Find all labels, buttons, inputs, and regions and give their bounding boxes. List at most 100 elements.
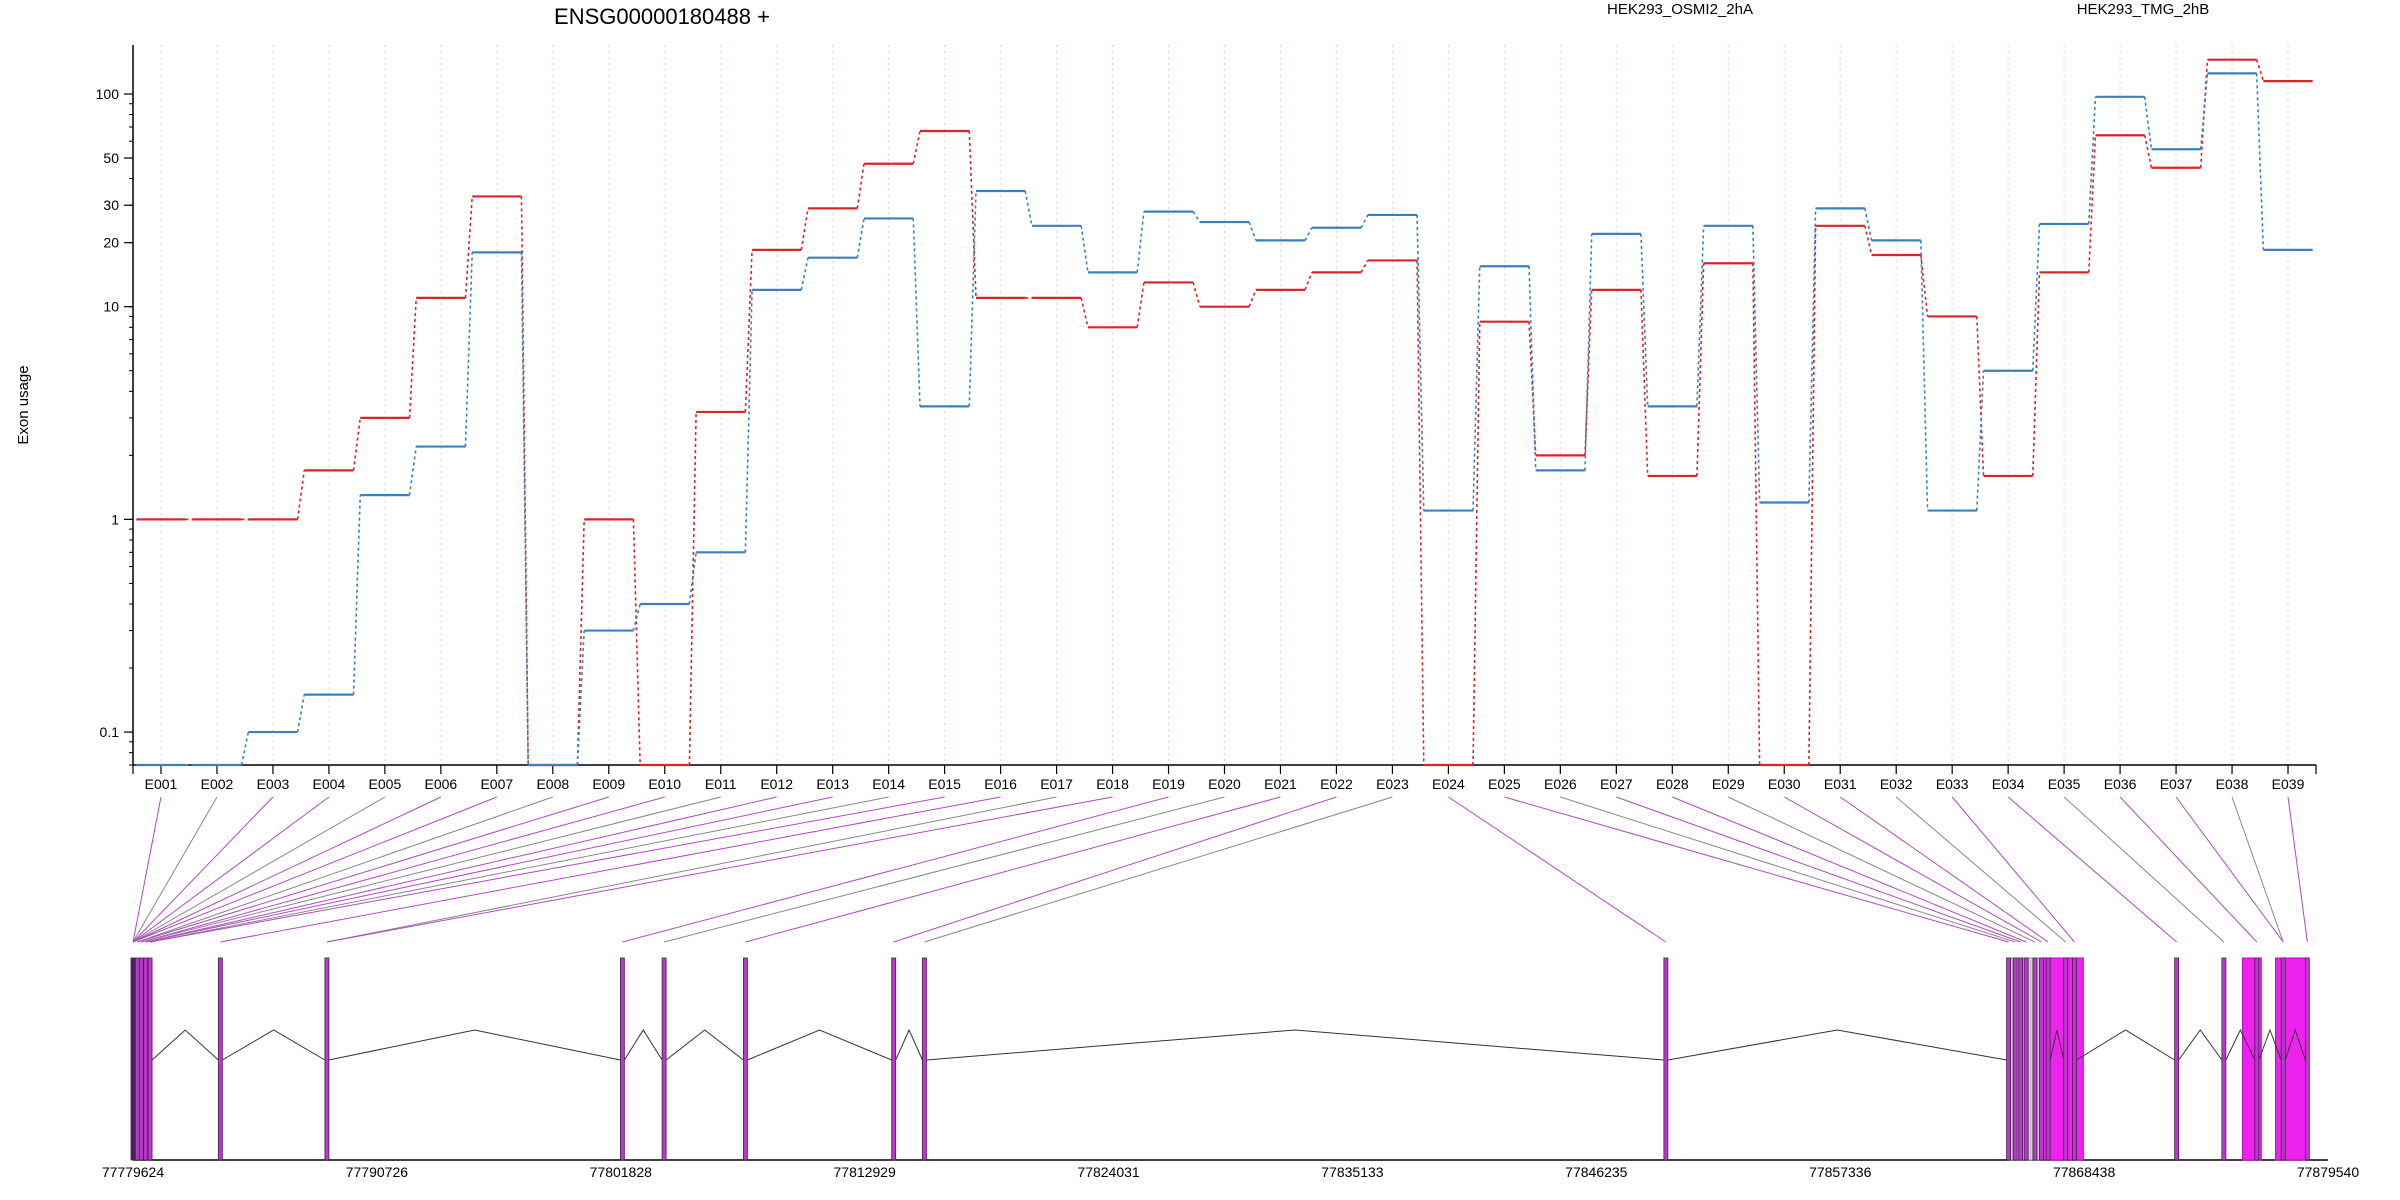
series-2-connector xyxy=(2143,96,2153,150)
series-1-connector xyxy=(1192,282,1201,307)
exon-connector xyxy=(1951,796,2075,943)
series-1-connector xyxy=(1920,254,1929,317)
series-1-connector xyxy=(352,417,362,471)
series-1-connector xyxy=(912,130,921,164)
exon-bar xyxy=(619,957,625,1161)
exon-bar xyxy=(143,957,149,1161)
exon-bar xyxy=(922,957,927,1161)
exon-connector xyxy=(2007,796,2177,943)
genomic-tick-label: 77801828 xyxy=(590,1164,653,1180)
exon-bar xyxy=(2018,957,2024,1161)
exon-label: E010 xyxy=(648,776,681,792)
intron-arc xyxy=(926,1029,1664,1061)
exon-connector xyxy=(1839,796,2049,943)
intron-arc xyxy=(2178,1029,2223,1061)
intron-arc xyxy=(222,1029,326,1061)
series-1-connector xyxy=(1248,289,1257,307)
exon-label: E005 xyxy=(369,776,402,792)
series-2-connector xyxy=(1304,227,1313,241)
chart-title: ENSG00000180488 + xyxy=(554,4,770,29)
y-tick-label: 30 xyxy=(103,197,119,213)
series-2-connector xyxy=(2255,73,2265,250)
exon-label: E023 xyxy=(1376,776,1409,792)
exon-label: E017 xyxy=(1040,776,1073,792)
exon-label: E004 xyxy=(313,776,346,792)
genomic-tick-label: 77824031 xyxy=(1077,1164,1140,1180)
exon-connector xyxy=(132,796,386,943)
exon-bar xyxy=(138,957,144,1161)
series-2-connector xyxy=(408,446,418,496)
genomic-tick-label: 77790726 xyxy=(346,1164,409,1180)
series-2-connector xyxy=(1528,266,1537,471)
exon-label: E037 xyxy=(2160,776,2193,792)
series-1-connector xyxy=(632,519,641,766)
series-2-connector xyxy=(2199,73,2209,150)
series-1-connector xyxy=(1416,260,1425,766)
series-2-connector xyxy=(1136,211,1145,273)
exon-bar xyxy=(2045,957,2051,1161)
exon-label: E013 xyxy=(816,776,849,792)
exon-label: E038 xyxy=(2216,776,2249,792)
exon-connector xyxy=(326,796,1057,943)
exon-label: E007 xyxy=(480,776,513,792)
exon-bar xyxy=(661,957,667,1161)
y-tick-label: 0.1 xyxy=(100,724,120,740)
genomic-tick-label: 77857336 xyxy=(1809,1164,1872,1180)
exon-label: E031 xyxy=(1824,776,1857,792)
series-2-connector xyxy=(1360,214,1369,229)
exon-label: E032 xyxy=(1880,776,1913,792)
series-1-connector xyxy=(968,130,977,298)
exon-connector xyxy=(622,796,1169,943)
exon-label: E014 xyxy=(872,776,905,792)
series-1-connector xyxy=(1472,321,1481,766)
series-1-connector xyxy=(2255,59,2265,82)
exon-label: E033 xyxy=(1936,776,1969,792)
exon-label: E020 xyxy=(1208,776,1241,792)
legend-entry: HEK293_OSMI2_2hA xyxy=(1607,1,1753,18)
exon-connector xyxy=(2175,796,2284,943)
exon-bar xyxy=(130,957,136,1161)
series-1-connector xyxy=(1640,289,1649,476)
series-2-connector xyxy=(912,218,921,407)
exon-connector xyxy=(149,796,889,943)
exon-label: E006 xyxy=(425,776,458,792)
exon-connector xyxy=(2119,796,2258,943)
exon-label: E022 xyxy=(1320,776,1353,792)
series-2-connector xyxy=(1640,233,1649,407)
series-2-connector xyxy=(1864,208,1873,241)
exon-label: E008 xyxy=(536,776,569,792)
intron-arc xyxy=(328,1029,621,1061)
genomic-tick-label: 77812929 xyxy=(834,1164,897,1180)
series-1-connector xyxy=(688,411,697,766)
legend-entry: HEK293_TMG_2hB xyxy=(2077,1,2210,18)
exon-bar xyxy=(1663,957,1669,1161)
exon-connector xyxy=(149,796,945,943)
exon-bar xyxy=(891,957,897,1161)
series-2-connector xyxy=(744,289,753,553)
exon-connector xyxy=(2287,796,2308,943)
exon-bar xyxy=(2063,957,2069,1161)
exon-bar xyxy=(324,957,330,1161)
series-2-connector xyxy=(352,495,362,695)
series-2-connector xyxy=(576,630,585,766)
exon-label: E034 xyxy=(1992,776,2025,792)
intron-arc xyxy=(151,1029,219,1061)
exon-bar xyxy=(2032,957,2038,1161)
intron-arc xyxy=(2284,1028,2306,1061)
exon-bar xyxy=(217,957,223,1161)
exon-bar xyxy=(2174,957,2180,1161)
series-2-connector xyxy=(1976,370,1985,511)
genomic-tick-label: 77779624 xyxy=(102,1164,165,1180)
exon-connector xyxy=(1504,796,2009,943)
exon-label: E039 xyxy=(2272,776,2305,792)
exon-connector xyxy=(137,796,609,943)
exon-connector xyxy=(220,796,1001,943)
series-2-connector xyxy=(1416,214,1425,511)
series-1-connector xyxy=(296,470,306,520)
exon-connector xyxy=(1672,796,2027,943)
exon-bar xyxy=(2012,957,2018,1161)
series-1-connector xyxy=(576,519,585,766)
series-2-connector xyxy=(1192,211,1201,223)
exon-connector xyxy=(1616,796,2021,943)
